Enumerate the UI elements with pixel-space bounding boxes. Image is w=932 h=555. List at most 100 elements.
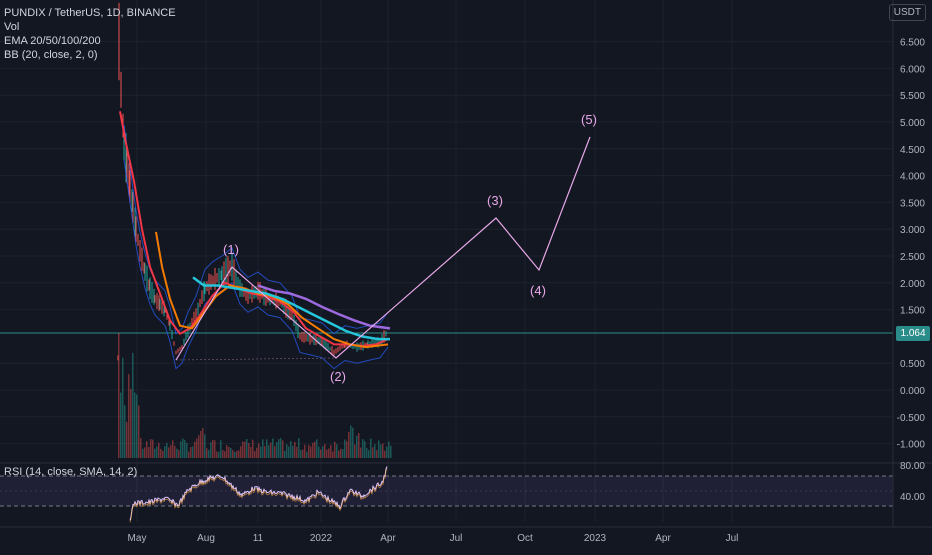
volume-bar xyxy=(350,425,352,458)
volume-bar xyxy=(250,446,252,458)
volume-bar xyxy=(376,450,378,458)
legend-bb[interactable]: BB (20, close, 2, 0) xyxy=(4,49,98,61)
volume-bar xyxy=(142,448,144,458)
volume-bar xyxy=(298,438,300,458)
volume-bar xyxy=(324,444,326,458)
volume-bar xyxy=(236,450,238,458)
volume-bar xyxy=(240,446,242,458)
ema200-line xyxy=(257,284,391,330)
volume-bar xyxy=(226,445,228,458)
volume-bar xyxy=(208,449,210,458)
rsi-sma-line xyxy=(129,468,388,523)
volume-bar xyxy=(246,438,248,458)
volume-bar xyxy=(330,444,332,458)
volume-bar xyxy=(186,443,188,458)
rsi-line xyxy=(129,466,388,521)
volume-bar xyxy=(370,438,372,458)
volume-bar xyxy=(214,440,216,458)
volume-bar xyxy=(224,451,226,458)
volume-bar xyxy=(194,441,196,458)
volume-bar xyxy=(196,438,198,458)
volume-bar xyxy=(340,448,342,458)
volume-bar xyxy=(158,442,160,458)
volume-bar xyxy=(348,431,350,458)
volume-bar xyxy=(270,442,272,458)
volume-bar xyxy=(318,446,320,458)
chart-grid xyxy=(0,0,893,522)
price-tick: 4.000 xyxy=(900,172,925,183)
volume-bar xyxy=(380,444,382,458)
volume-bar xyxy=(148,447,150,458)
volume-bar xyxy=(312,442,314,458)
volume-bar xyxy=(120,392,122,458)
volume-bar xyxy=(342,449,344,458)
volume-bar xyxy=(166,442,168,458)
volume-bar xyxy=(308,444,310,458)
volume-bar xyxy=(256,447,258,458)
rsi-legend[interactable]: RSI (14, close, SMA, 14, 2) xyxy=(4,466,138,478)
price-tick: 6.500 xyxy=(900,38,925,49)
chart-legend[interactable]: PUNDIX / TetherUS, 1D, BINANCE Vol EMA 2… xyxy=(4,6,176,62)
price-tick: 6.000 xyxy=(900,64,925,75)
volume-bar xyxy=(168,447,170,458)
volume-bar xyxy=(268,445,270,458)
volume-bar xyxy=(164,446,166,458)
price-tick: 0.000 xyxy=(900,386,925,397)
volume-bar xyxy=(212,439,214,458)
price-tick: 3.500 xyxy=(900,198,925,209)
legend-vol[interactable]: Vol xyxy=(4,21,20,33)
volume-bar xyxy=(132,352,134,458)
volume-bar xyxy=(234,451,236,458)
volume-bar xyxy=(364,440,366,458)
volume-bar xyxy=(296,446,298,458)
volume-bar xyxy=(372,447,374,458)
volume-bar xyxy=(382,443,384,458)
volume-bar xyxy=(362,439,364,458)
price-axis[interactable]: 6.500 6.000 5.500 5.000 4.500 4.000 3.500 3.000… xyxy=(892,0,926,527)
rsi-pane: 80.00 40.00 xyxy=(0,461,932,523)
volume-bar xyxy=(300,449,302,458)
price-tick: 1.500 xyxy=(900,306,925,317)
price-tick: -1.000 xyxy=(897,440,926,451)
wave-label: (3) xyxy=(487,193,503,208)
volume-bar xyxy=(252,439,254,458)
volume-bar xyxy=(346,441,348,458)
volume-bar xyxy=(260,446,262,458)
time-tick: Apr xyxy=(380,533,396,544)
wave-label: (4) xyxy=(530,283,546,298)
price-tick: 5.000 xyxy=(900,118,925,129)
volume-bar xyxy=(162,450,164,458)
legend-ema[interactable]: EMA 20/50/100/200 xyxy=(4,35,101,47)
volume-bar xyxy=(320,449,322,458)
volume-bar xyxy=(360,447,362,458)
currency-badge[interactable]: USDT xyxy=(888,4,926,21)
volume-bar xyxy=(338,450,340,458)
volume-bar xyxy=(282,440,284,458)
volume-bar xyxy=(136,394,138,458)
time-tick: 2023 xyxy=(584,533,607,544)
volume-bar xyxy=(222,449,224,458)
time-axis[interactable]: May Aug 11 2022 Apr Jul Oct 2023 Apr Jul xyxy=(0,526,932,544)
volume-bar xyxy=(152,439,154,458)
volume-bar xyxy=(356,435,358,458)
volume-bar xyxy=(138,405,140,458)
volume-bar xyxy=(124,405,126,458)
volume-bar xyxy=(220,440,222,458)
volume-bar xyxy=(354,444,356,458)
volume-bar xyxy=(170,445,172,458)
elliott-wave-projection: (1) (2) (3) (4) (5) xyxy=(175,112,597,384)
volume-bars xyxy=(118,333,392,458)
symbol-title[interactable]: PUNDIX / TetherUS, 1D, BINANCE xyxy=(4,7,176,19)
volume-bar xyxy=(172,440,174,458)
volume-bar xyxy=(294,441,296,458)
volume-bar xyxy=(188,451,190,458)
volume-bar xyxy=(134,392,136,458)
wave-base xyxy=(175,357,337,361)
volume-bar xyxy=(262,439,264,458)
volume-bar xyxy=(386,446,388,458)
wave-label: (2) xyxy=(330,369,346,384)
volume-bar xyxy=(174,445,176,458)
volume-bar xyxy=(200,430,202,458)
